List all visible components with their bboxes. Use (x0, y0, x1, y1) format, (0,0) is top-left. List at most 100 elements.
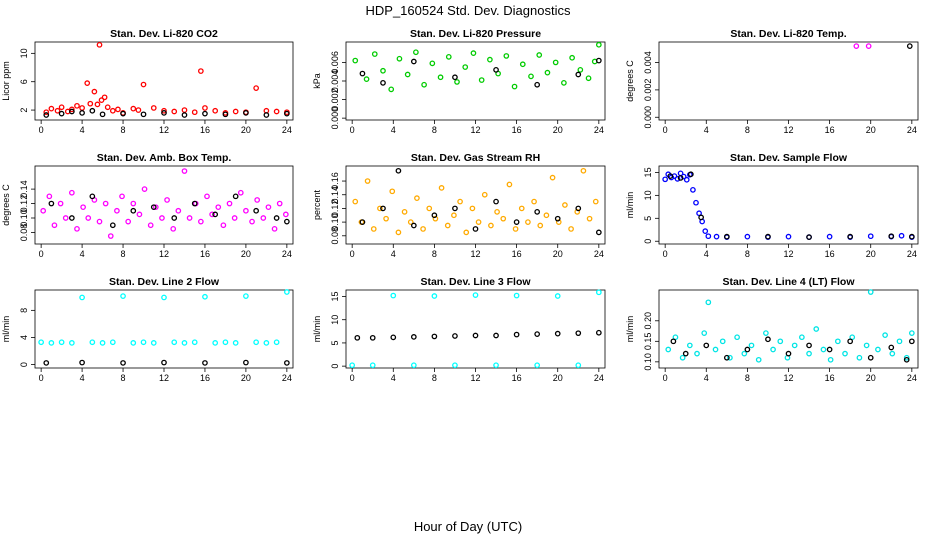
data-point (475, 219, 482, 225)
y-tick-label: 0.08 (330, 227, 340, 245)
y-tick-label: 5 (330, 340, 340, 345)
data-point (585, 75, 592, 82)
y-axis-label: Licor ppm (1, 61, 11, 101)
data-point (352, 57, 359, 64)
data-point (785, 233, 792, 240)
y-tick-label: 0.000 (330, 107, 340, 130)
data-point (170, 225, 177, 232)
data-point (130, 207, 137, 214)
data-point (202, 105, 208, 111)
x-tick-label: 24 (282, 373, 292, 383)
data-point (226, 200, 233, 207)
y-axis-label: ml/min (625, 192, 635, 219)
x-tick-label: 20 (553, 249, 563, 259)
data-point (198, 218, 204, 225)
data-point (595, 41, 602, 48)
y-tick-label: 4 (19, 335, 29, 340)
data-point (827, 356, 834, 363)
data-point (690, 187, 696, 193)
data-point (271, 225, 278, 232)
data-point (69, 189, 75, 196)
x-tick-label: 4 (80, 249, 85, 259)
x-tick-label: 20 (241, 373, 251, 383)
data-point (679, 354, 686, 361)
data-point (413, 49, 419, 56)
y-axis-label: kPa (312, 73, 322, 89)
data-point (380, 80, 386, 86)
data-point (377, 205, 383, 212)
data-point (552, 59, 559, 66)
data-point (69, 340, 75, 346)
data-point (191, 200, 198, 207)
data-point (528, 73, 534, 80)
data-point (488, 222, 494, 229)
data-point (395, 229, 402, 236)
x-tick-label: 0 (39, 125, 44, 135)
data-point (445, 54, 452, 60)
data-point (734, 334, 740, 341)
data-point (349, 362, 356, 369)
x-tick-label: 12 (159, 125, 169, 135)
data-point (727, 354, 733, 361)
y-tick-label: 0.004 (330, 70, 340, 93)
data-point (674, 175, 681, 182)
x-tick-label: 0 (39, 249, 44, 259)
data-point (791, 342, 798, 349)
data-point (575, 205, 582, 212)
data-point (232, 108, 239, 115)
data-point (470, 50, 477, 56)
data-point (191, 109, 198, 116)
x-tick-label: 12 (783, 373, 793, 383)
data-point (263, 340, 270, 346)
x-tick-label: 8 (121, 125, 126, 135)
x-tick-label: 16 (512, 125, 522, 135)
x-tick-label: 12 (783, 249, 793, 259)
data-point (198, 68, 204, 74)
data-point (150, 340, 157, 346)
data-point (595, 289, 602, 296)
data-point (43, 112, 50, 118)
data-point (204, 193, 210, 200)
data-point (87, 100, 94, 107)
x-tick-label: 4 (391, 125, 396, 135)
data-point (150, 204, 157, 211)
panel-title: Stan. Dev. Sample Flow (730, 152, 848, 164)
data-point (544, 69, 551, 76)
data-point (534, 81, 541, 88)
series-main (349, 289, 602, 369)
data-point (813, 326, 820, 332)
data-point (140, 339, 147, 346)
data-point (273, 215, 280, 221)
y-tick-label: 8 (19, 308, 29, 313)
data-point (212, 107, 219, 114)
x-tick-label: 12 (783, 125, 793, 135)
data-point (463, 229, 470, 236)
data-point (662, 176, 669, 183)
data-point (683, 176, 690, 183)
data-point (390, 292, 397, 299)
data-point (249, 218, 255, 225)
series-main (43, 41, 290, 116)
data-point (48, 340, 55, 346)
y-tick-label: 0.12 (330, 200, 340, 218)
x-tick-label: 12 (470, 249, 480, 259)
y-tick-label: 0.14 (19, 180, 29, 198)
y-tick-label: 0.10 (19, 209, 29, 227)
data-point (396, 55, 403, 62)
x-tick-label: 16 (200, 125, 210, 135)
y-axis-label: degrees C (1, 184, 11, 226)
data-point (276, 200, 283, 207)
data-point (284, 289, 290, 295)
data-point (395, 167, 402, 174)
data-point (253, 207, 259, 214)
data-point (525, 219, 531, 225)
x-tick-label: 0 (350, 125, 355, 135)
data-point (102, 200, 109, 207)
x-axis-title: Hour of Day (UTC) (414, 519, 522, 534)
data-point (562, 202, 568, 208)
data-point (770, 346, 776, 353)
x-tick-label: 24 (282, 249, 292, 259)
series-line (670, 336, 915, 363)
panel-title: Stan. Dev. Li-820 Temp. (730, 28, 846, 40)
